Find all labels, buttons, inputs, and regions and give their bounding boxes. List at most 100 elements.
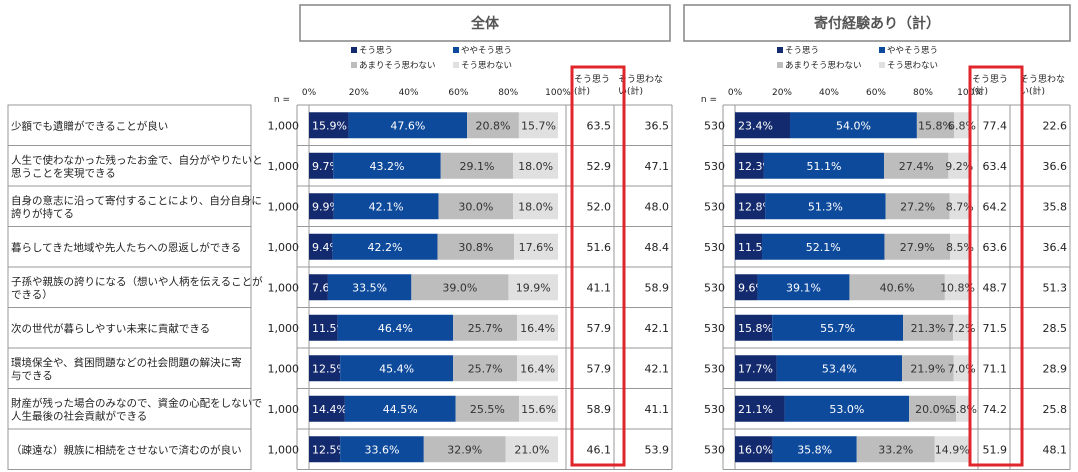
- bar-segment: [518, 112, 558, 139]
- bar-segment: [309, 233, 333, 260]
- data-label: 46.4%: [378, 322, 413, 335]
- n-value: 1,000: [268, 160, 300, 173]
- bar-segment: [309, 193, 334, 220]
- bar-segment: [903, 314, 954, 341]
- bar-segment: [437, 233, 515, 260]
- category-label: 少額でも遺贈ができることが良い: [11, 119, 168, 132]
- legend-label: ややそう思う: [887, 46, 938, 56]
- bar-segment: [772, 314, 904, 341]
- legend-swatch: [351, 47, 357, 53]
- sum-disagree-value: 22.6: [1043, 119, 1068, 132]
- sum-agree-value: 51.6: [587, 241, 612, 254]
- bar-segment: [309, 314, 338, 341]
- category-label: 次の世代が暮らしやすい未来に貢献できる: [11, 322, 210, 335]
- data-label: 27.9%: [900, 241, 935, 254]
- panel-title-box: [299, 4, 671, 42]
- sum-disagree-value: 47.1: [645, 160, 670, 173]
- bar-segment: [735, 395, 785, 422]
- bar-segment: [440, 152, 514, 179]
- bar-segment: [348, 112, 468, 139]
- bar-segment: [340, 355, 454, 382]
- data-label: 5.8%: [949, 403, 977, 416]
- category-label: 財産が残った場合のみなので、資金の心配をしないで: [11, 396, 262, 409]
- data-label: 15.7%: [521, 119, 556, 132]
- data-label: 53.4%: [822, 362, 857, 375]
- legend-label: そう思わない: [461, 61, 512, 71]
- data-label: 32.9%: [447, 443, 482, 456]
- n-value: 530: [704, 119, 725, 132]
- panel-title-box: [683, 4, 1071, 42]
- data-label: 18.0%: [518, 160, 553, 173]
- category-label: できる）: [11, 289, 53, 301]
- x-tick-label: 20%: [349, 88, 369, 98]
- data-label: 18.0%: [518, 200, 553, 213]
- legend-label: ややそう思う: [461, 46, 512, 56]
- bar-segment: [309, 355, 341, 382]
- bar-segment: [344, 395, 456, 422]
- legend-label: そう思う: [359, 46, 393, 56]
- data-label: 9.7%: [312, 160, 340, 173]
- data-label: 8.5%: [946, 241, 974, 254]
- legend-swatch: [777, 62, 783, 68]
- sum-agree-value: 46.1: [587, 443, 612, 456]
- sum-agree-value: 52.9: [587, 160, 612, 173]
- data-label: 35.8%: [797, 443, 832, 456]
- x-tick-label: 80%: [498, 88, 518, 98]
- sum-disagree-value: 51.3: [1043, 281, 1068, 294]
- n-value: 530: [704, 281, 725, 294]
- bar-segment: [453, 314, 518, 341]
- data-label: 9.2%: [945, 160, 973, 173]
- data-label: 25.5%: [470, 403, 505, 416]
- data-label: 39.0%: [442, 281, 477, 294]
- bar-segment: [411, 274, 509, 301]
- bar-segment: [856, 436, 935, 463]
- bar-segment: [735, 314, 773, 341]
- data-label: 19.9%: [516, 281, 551, 294]
- x-tick-label: 40%: [819, 88, 839, 98]
- bar-segment: [735, 112, 790, 139]
- legend-swatch: [453, 47, 459, 53]
- bar-segment: [327, 274, 412, 301]
- sum-agree-value: 52.0: [587, 200, 612, 213]
- data-label: 52.1%: [806, 241, 841, 254]
- bar-segment: [467, 112, 519, 139]
- sum-disagree-value: 36.5: [645, 119, 670, 132]
- data-label: 27.4%: [899, 160, 934, 173]
- bar-segment: [950, 233, 970, 260]
- category-label: 思うことを実現できる: [11, 166, 116, 179]
- bar-segment: [517, 355, 558, 382]
- bar-segment: [309, 395, 345, 422]
- bar-segment: [762, 233, 885, 260]
- sum-disagree-value: 41.1: [645, 403, 670, 416]
- sum-agree-value: 51.9: [983, 443, 1008, 456]
- legend-swatch: [351, 62, 357, 68]
- x-tick-label: 60%: [866, 88, 886, 98]
- sum-header: い(計): [1020, 85, 1045, 97]
- bar-segment: [916, 112, 955, 139]
- n-value: 530: [704, 160, 725, 173]
- legend-swatch: [777, 47, 783, 53]
- bar-segment: [776, 355, 903, 382]
- sum-disagree-value: 28.5: [1043, 322, 1068, 335]
- data-label: 33.2%: [878, 443, 913, 456]
- data-label: 30.0%: [458, 200, 493, 213]
- bar-segment: [772, 436, 857, 463]
- sum-disagree-value: 42.1: [645, 322, 670, 335]
- n-value: 1,000: [268, 281, 300, 294]
- sum-disagree-value: 25.8: [1043, 403, 1068, 416]
- n-value: 530: [704, 241, 725, 254]
- data-label: 12.5%: [312, 362, 347, 375]
- data-label: 55.7%: [820, 322, 855, 335]
- x-tick-label: 100%: [545, 88, 571, 98]
- data-label: 10.8%: [940, 281, 975, 294]
- data-label: 23.4%: [738, 119, 773, 132]
- data-label: 42.2%: [367, 241, 402, 254]
- bar-segment: [735, 274, 758, 301]
- sum-agree-value: 63.6: [983, 241, 1008, 254]
- data-label: 21.9%: [910, 362, 945, 375]
- bar-segment: [735, 355, 777, 382]
- n-value: 530: [704, 403, 725, 416]
- sum-agree-value: 57.9: [587, 362, 612, 375]
- sum-agree-value: 64.2: [983, 200, 1008, 213]
- bar-segment: [517, 314, 558, 341]
